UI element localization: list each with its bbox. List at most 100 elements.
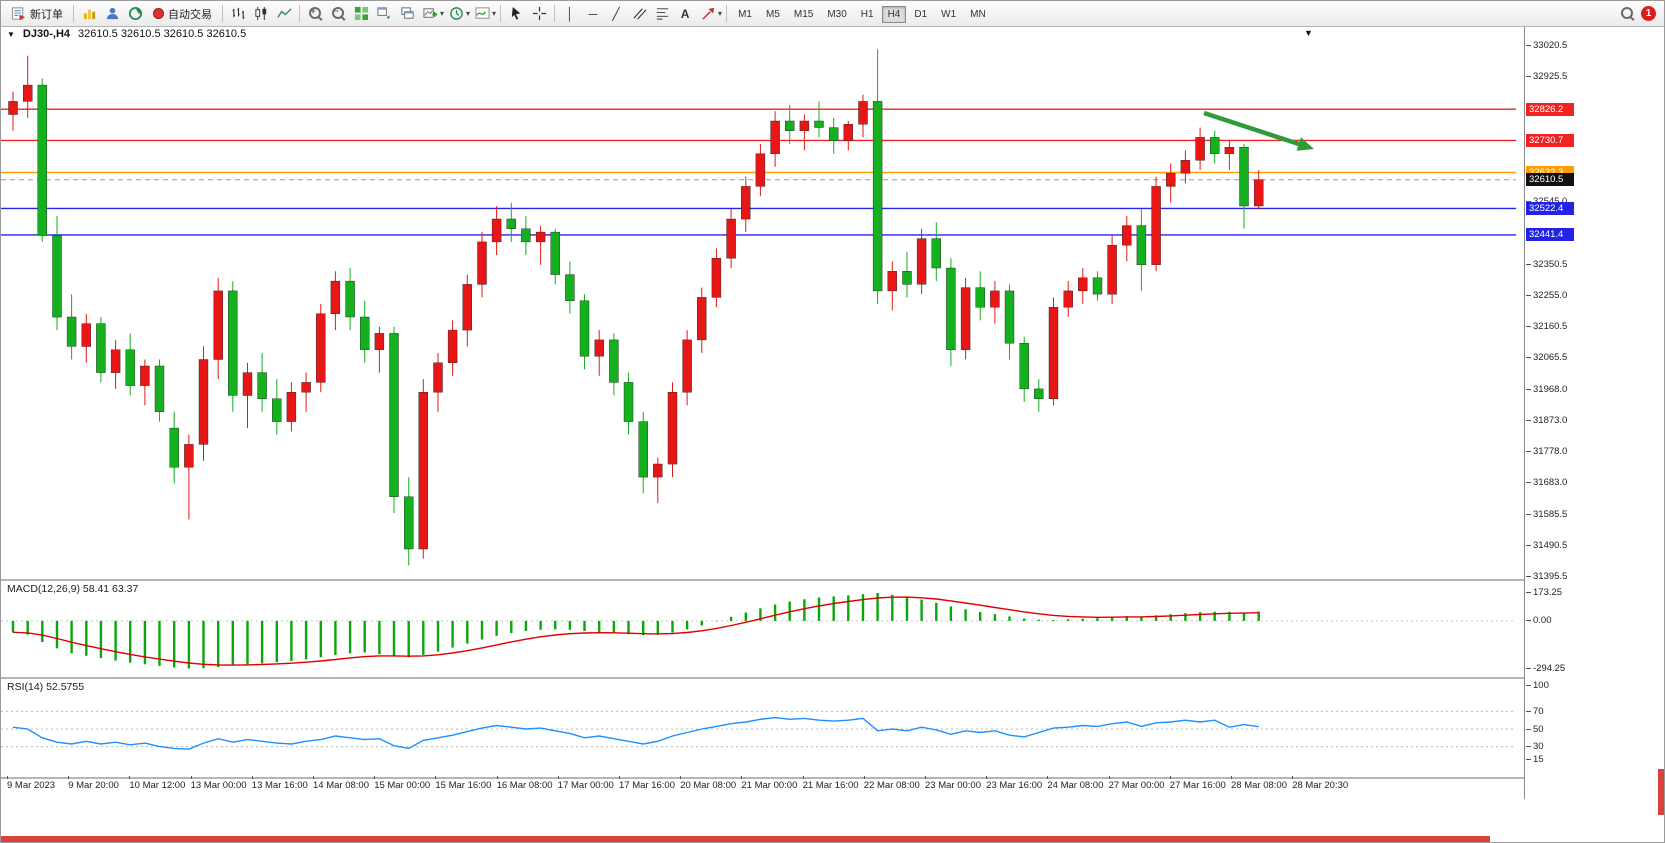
price-axis-tick: 31395.5: [1525, 571, 1568, 583]
navigator-icon[interactable]: [101, 4, 123, 24]
timeframe-button-w1[interactable]: W1: [935, 6, 962, 23]
trendline-tool-icon[interactable]: ╱: [612, 6, 620, 21]
timeframe-button-h4[interactable]: H4: [881, 6, 907, 23]
crosshair-tool-icon[interactable]: [528, 4, 550, 24]
channel-tool-icon[interactable]: [628, 4, 650, 24]
last-price-tag: 32610.5: [1526, 173, 1574, 187]
autotrading-button[interactable]: 自动交易: [147, 4, 218, 24]
panel-separator-rsi[interactable]: [1, 677, 1524, 679]
hline-price-tag: 32730.7: [1526, 133, 1574, 147]
tile-windows-icon[interactable]: [350, 4, 372, 24]
notification-badge[interactable]: 1: [1641, 6, 1656, 21]
timeframe-button-m5[interactable]: M5: [760, 6, 786, 23]
panel-separator-macd[interactable]: [1, 579, 1524, 581]
indicators-icon[interactable]: [471, 4, 493, 24]
toolbar-separator: [554, 5, 556, 22]
main-chart-panel[interactable]: [1, 41, 1524, 584]
price-axis-tick: 31968.0: [1525, 384, 1568, 395]
toolbar-separator: [726, 5, 728, 22]
line-chart-type-icon[interactable]: [273, 4, 295, 24]
chart-symbol-period: DJ30-,H4: [22, 28, 70, 40]
price-axis-tick: 32545.0: [1525, 196, 1567, 207]
time-axis-label: 10 Mar 12:00: [129, 776, 186, 791]
timeframe-button-m15[interactable]: M15: [788, 6, 819, 23]
price-axis-tick: 32350.5: [1525, 259, 1568, 271]
macd-panel[interactable]: [1, 581, 1524, 682]
candlestick-chart-type-icon[interactable]: [250, 4, 272, 24]
chart-title-bar: ▼ DJ30-,H4 32610.5 32610.5 32610.5 32610…: [7, 28, 246, 40]
search-icon[interactable]: [1620, 6, 1635, 21]
macd-chart[interactable]: [1, 581, 1524, 677]
rsi-chart[interactable]: [1, 679, 1524, 777]
rsi-axis-label: 50: [1526, 723, 1544, 735]
rsi-axis-label: 100: [1526, 679, 1549, 691]
time-axis-label: 28 Mar 20:30: [1292, 776, 1349, 791]
time-axis-label: 28 Mar 08:00: [1231, 776, 1287, 791]
new-order-button[interactable]: 新订单: [5, 4, 69, 24]
terminal-icon[interactable]: [124, 4, 146, 24]
rsi-axis-label: 70: [1526, 705, 1544, 717]
price-axis-tick: 32065.5: [1525, 352, 1568, 364]
time-axis-label: 13 Mar 16:00: [251, 776, 308, 791]
timeframe-button-mn[interactable]: MN: [964, 6, 992, 23]
horizontal-scrollbar[interactable]: [1, 836, 1490, 842]
horizontal-line-tool-icon[interactable]: ─: [588, 6, 598, 21]
new-chart-dropdown-caret[interactable]: ▾: [440, 9, 445, 18]
chart-expand-icon[interactable]: ▼: [7, 29, 15, 39]
candlestick-chart[interactable]: [1, 41, 1524, 579]
hline-price-tag: 32826.2: [1526, 102, 1574, 116]
panel-separator-time: [1, 777, 1524, 779]
timeframe-button-group: M1 M5 M15 M30 H1 H4 D1 W1 MN: [731, 4, 993, 23]
market-watch-icon[interactable]: [78, 4, 100, 24]
cursor-tool-icon[interactable]: [505, 4, 527, 24]
indicators-dropdown-caret[interactable]: ▾: [492, 9, 497, 18]
toolbar-separator: [73, 5, 74, 22]
rsi-indicator-label: RSI(14) 52.5755: [7, 681, 85, 693]
price-axis-tick: 31490.5: [1525, 540, 1568, 551]
time-axis-label: 21 Mar 00:00: [741, 776, 798, 791]
price-axis-tick: 31778.0: [1525, 446, 1568, 458]
vertical-line-tool-icon[interactable]: │: [566, 6, 574, 21]
rsi-panel[interactable]: [1, 679, 1524, 782]
chart-dropdown-arrow-icon[interactable]: ▼: [1304, 28, 1313, 38]
time-axis-label: 17 Mar 16:00: [619, 776, 675, 791]
price-axis-tick: 32160.5: [1525, 321, 1568, 333]
fibonacci-tool-icon[interactable]: [651, 4, 673, 24]
new-order-label: 新订单: [30, 8, 63, 21]
timeframe-button-m1[interactable]: M1: [732, 6, 758, 23]
cascade-windows-icon[interactable]: [396, 4, 418, 24]
autotrading-label: 自动交易: [168, 8, 212, 21]
period-clock-icon[interactable]: [445, 4, 467, 24]
time-axis-label: 27 Mar 16:00: [1169, 776, 1226, 791]
time-axis-label: 13 Mar 00:00: [190, 776, 247, 791]
rsi-axis-label: 30: [1526, 741, 1544, 753]
hline-price-tag: 32522.4: [1526, 201, 1574, 215]
annotation-arrow: [1296, 137, 1314, 151]
auto-arrange-icon[interactable]: [373, 4, 395, 24]
time-axis-label: 21 Mar 16:00: [802, 776, 859, 791]
bar-chart-type-icon[interactable]: [227, 4, 249, 24]
price-axis-tick: 33020.5: [1525, 40, 1568, 52]
macd-axis-label: -294.25: [1525, 663, 1566, 674]
timeframe-button-h1[interactable]: H1: [855, 6, 880, 23]
period-dropdown-caret[interactable]: ▾: [466, 9, 471, 18]
text-tool-icon[interactable]: A: [680, 6, 690, 21]
time-axis-label: 15 Mar 00:00: [374, 776, 431, 791]
zoom-in-icon[interactable]: +: [304, 4, 326, 24]
time-axis-label: 23 Mar 00:00: [925, 776, 981, 791]
arrow-tool-icon[interactable]: [697, 4, 719, 24]
zoom-out-icon[interactable]: −: [327, 4, 349, 24]
vertical-scrollbar[interactable]: [1658, 769, 1664, 815]
new-chart-icon[interactable]: [419, 4, 441, 24]
toolbar-separator: [222, 5, 223, 22]
price-axis[interactable]: 33020.5 32925.5 32545.0 32350.5 32255.0 32160…: [1525, 1, 1664, 842]
price-axis-tick: 32925.5: [1525, 71, 1568, 83]
new-order-icon: [11, 7, 26, 21]
timeframe-button-d1[interactable]: D1: [908, 6, 933, 23]
time-axis-label: 23 Mar 16:00: [986, 776, 1043, 791]
price-axis-tick: 31585.5: [1525, 509, 1568, 520]
macd-indicator-label: MACD(12,26,9) 58.41 63.37: [7, 583, 139, 595]
timeframe-button-m30[interactable]: M30: [821, 6, 852, 23]
shapes-dropdown-caret[interactable]: ▾: [718, 9, 723, 18]
